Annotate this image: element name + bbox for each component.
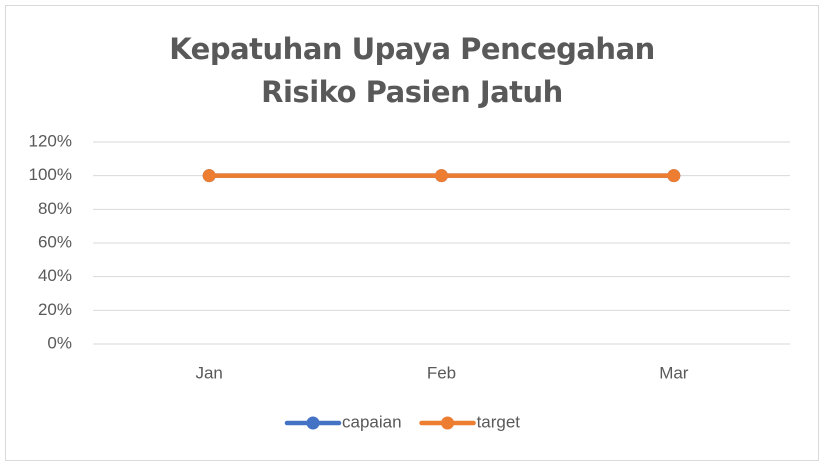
series-marker	[435, 169, 448, 183]
y-tick-label: 0%	[47, 333, 72, 352]
y-tick-label: 60%	[38, 232, 72, 251]
x-tick-label: Jan	[195, 363, 222, 382]
chart-title: Kepatuhan Upaya Pencegahan Risiko Pasien…	[169, 32, 655, 109]
legend-label: target	[477, 412, 521, 431]
legend-marker	[441, 416, 455, 430]
series-marker	[667, 169, 681, 183]
series-marker	[202, 169, 216, 183]
y-tick-label: 80%	[38, 199, 72, 218]
chart-border	[5, 5, 819, 461]
x-tick-label: Feb	[427, 363, 456, 382]
x-tick-label: Mar	[659, 363, 689, 382]
y-tick-label: 20%	[38, 300, 72, 319]
y-tick-label: 40%	[38, 266, 72, 285]
y-tick-label: 120%	[29, 131, 72, 150]
legend-label: capaian	[342, 412, 402, 431]
y-tick-label: 100%	[29, 165, 72, 184]
legend-marker	[306, 416, 320, 430]
